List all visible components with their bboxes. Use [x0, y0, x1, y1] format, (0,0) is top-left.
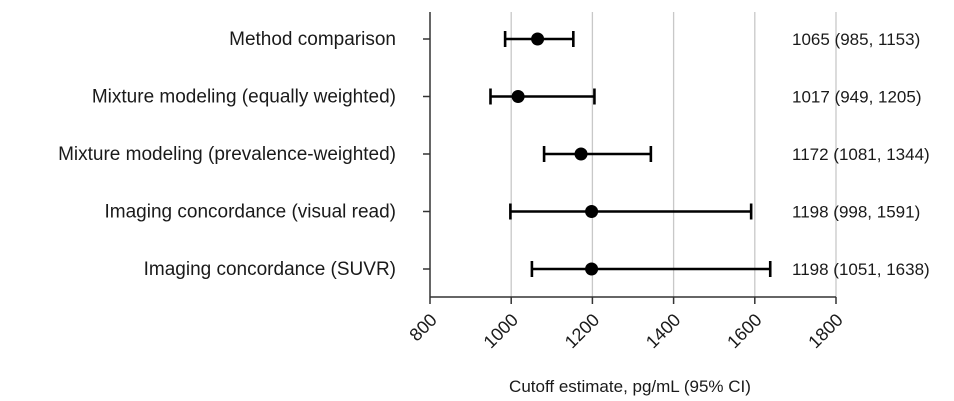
x-tick-label: 800 — [405, 310, 440, 345]
ci-value-label: 1065 (985, 1153) — [792, 30, 920, 49]
ci-value-label: 1017 (949, 1205) — [792, 88, 922, 107]
row-label: Method comparison — [229, 29, 396, 50]
row-label: Imaging concordance (SUVR) — [144, 259, 396, 280]
estimate-point — [531, 32, 545, 46]
x-tick-label: 1200 — [561, 310, 603, 352]
x-tick-label: 1600 — [723, 310, 765, 352]
ci-value-label: 1172 (1081, 1344) — [792, 145, 930, 164]
ci-labels: 1065 (985, 1153) 1017 (949, 1205) 1172 (10… — [792, 30, 930, 279]
estimate-point — [511, 90, 525, 103]
x-axis-label: Cutoff estimate, pg/mL (95% CI) — [509, 377, 751, 396]
x-tick-label: 1000 — [480, 310, 522, 352]
row-label: Imaging concordance (visual read) — [105, 202, 397, 223]
axes — [423, 12, 837, 304]
estimate-rows: Method comparison Mixture modeling (equal… — [58, 29, 772, 280]
ci-value-label: 1198 (998, 1591) — [792, 203, 920, 222]
row-label: Mixture modeling (prevalence-weighted) — [58, 144, 396, 165]
x-tick-label: 1400 — [642, 310, 684, 352]
row-label: Mixture modeling (equally weighted) — [92, 87, 396, 108]
estimate-point — [574, 147, 588, 161]
x-tick-label: 1800 — [804, 310, 846, 352]
ci-value-label: 1198 (1051, 1638) — [792, 260, 930, 279]
estimate-point — [585, 262, 599, 276]
x-tick-labels: 800 1000 1200 1400 1600 1800 — [405, 310, 846, 352]
gridlines — [510, 12, 837, 297]
estimate-point — [585, 205, 599, 218]
